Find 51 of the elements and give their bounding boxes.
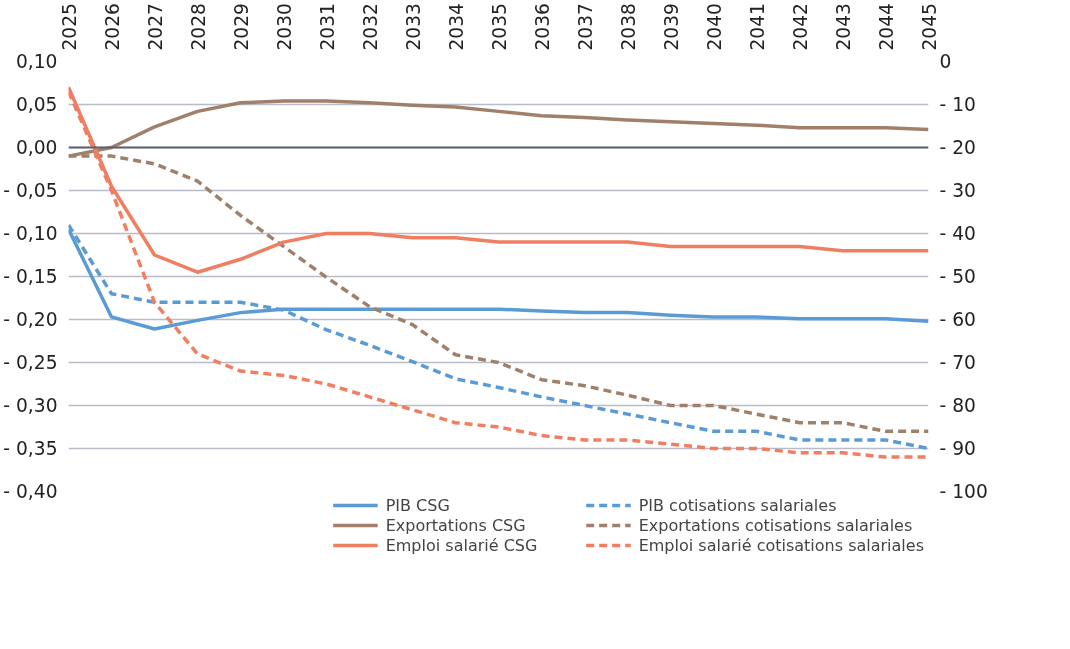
x-tick-label: 2026 — [101, 3, 123, 51]
y2-tick-label: - 40 — [939, 223, 976, 244]
line-series — [68, 223, 929, 451]
legend-label: PIB cotisations salariales — [638, 495, 838, 515]
y-tick-label: 0,05 — [15, 94, 58, 115]
legend-label: PIB CSG — [385, 495, 451, 515]
x-tick-label: 2044 — [875, 3, 897, 51]
x-tick-label: 2038 — [617, 3, 639, 51]
x-tick-label: 2040 — [703, 3, 725, 51]
x-tick-label: 2030 — [273, 3, 295, 51]
legend-label: Exportations CSG — [385, 515, 527, 535]
y-tick-label: - 0,25 — [3, 352, 58, 373]
y-tick-label: 0,00 — [15, 137, 58, 158]
y-tick-label: - 0,40 — [3, 481, 58, 502]
x-tick-label: 2034 — [445, 3, 467, 51]
x-tick-label: 2043 — [832, 3, 854, 51]
y-tick-label: 0,10 — [15, 51, 58, 72]
y-tick-label: - 0,05 — [3, 180, 58, 201]
y-tick-label: - 0,15 — [3, 266, 58, 287]
y2-tick-label: 0 — [939, 51, 952, 72]
legend-label: Emploi salarié CSG — [385, 535, 539, 555]
legend-label: Exportations cotisations salariales — [638, 515, 913, 535]
x-tick-label: 2025 — [58, 3, 80, 51]
y-tick-label: - 0,10 — [3, 223, 58, 244]
x-tick-label: 2032 — [359, 3, 381, 51]
x-tick-label: 2035 — [488, 3, 510, 51]
x-tick-label: 2027 — [144, 3, 166, 51]
y2-tick-label: - 70 — [939, 352, 976, 373]
x-tick-label: 2037 — [574, 3, 596, 51]
y2-tick-label: - 10 — [939, 94, 976, 115]
line-series — [68, 89, 929, 459]
y2-tick-label: - 20 — [939, 137, 976, 158]
x-tick-label: 2039 — [660, 3, 682, 51]
y2-tick-label: - 100 — [939, 481, 988, 502]
x-tick-label: 2036 — [531, 3, 553, 51]
y-tick-label: - 0,30 — [3, 395, 58, 416]
y-tick-label: - 0,20 — [3, 309, 58, 330]
x-tick-label: 2029 — [230, 3, 252, 51]
x-tick-label: 2028 — [187, 3, 209, 51]
x-tick-label: 2033 — [402, 3, 424, 51]
x-tick-label: 2031 — [316, 3, 338, 51]
legend-label: Emploi salarié cotisations salariales — [638, 535, 924, 555]
y2-tick-label: - 90 — [939, 438, 976, 459]
y-tick-label: - 0,35 — [3, 438, 58, 459]
y2-tick-label: - 80 — [939, 395, 976, 416]
x-tick-label: 2042 — [789, 3, 811, 51]
x-tick-label: 2041 — [746, 3, 768, 51]
y2-tick-label: - 60 — [939, 309, 976, 330]
y2-tick-label: - 50 — [939, 266, 976, 287]
x-tick-label: 2045 — [918, 3, 940, 51]
y2-tick-label: - 30 — [939, 180, 976, 201]
